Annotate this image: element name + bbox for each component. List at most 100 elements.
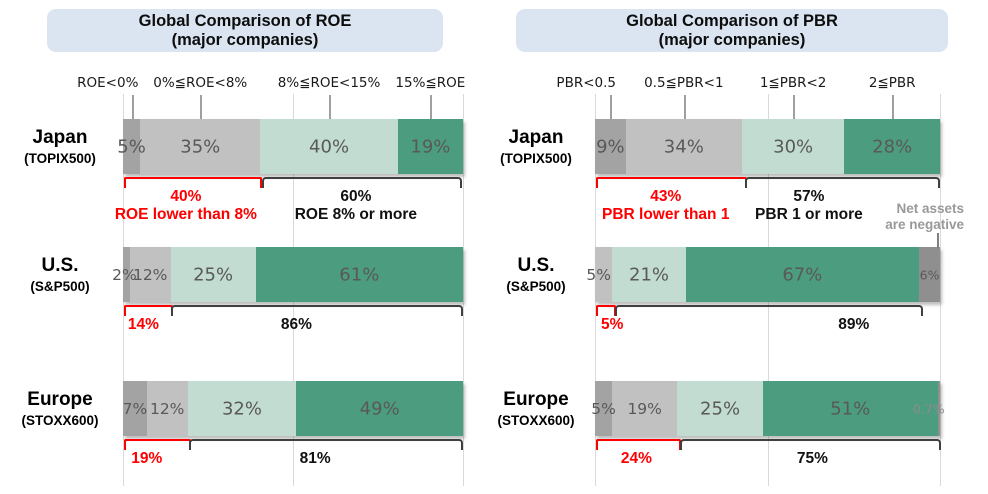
red-group-bracket — [596, 177, 747, 188]
segment-label: 35% — [180, 136, 221, 157]
pbr-chart: Global Comparison of PBR (major companie… — [494, 0, 988, 494]
bar-segment: 35% — [140, 119, 261, 174]
roe-title-line2: (major companies) — [171, 31, 319, 49]
row-label-block: Japan (TOPIX500) — [446, 126, 626, 167]
category-leader-line — [200, 95, 203, 119]
row-label-block: Europe (STOXX600) — [0, 388, 150, 429]
row-label: Japan — [32, 127, 88, 148]
red-group-total: 40% — [170, 188, 202, 205]
bar-segment: 0.7% — [913, 381, 945, 436]
roe-chart-title: Global Comparison of ROE (major companie… — [47, 9, 443, 52]
bar-segment: 34% — [625, 119, 742, 174]
bar-segment: 25% — [677, 381, 763, 436]
roe-chart-body: ROE<0% 0%≦ROE<8% 8%≦ROE<15% 15%≦ROE Japan (TO… — [0, 75, 465, 486]
stacked-bar: 5% 19% 25% 51% 0.7% — [591, 381, 945, 436]
segment-label: 7% — [122, 399, 148, 418]
category-label: ROE<0% — [77, 75, 139, 91]
row-sublabel: (TOPIX500) — [24, 151, 96, 166]
bar-segment: 5% — [591, 381, 616, 436]
segment-label: 9% — [596, 136, 625, 157]
bar-segment: 51% — [762, 381, 938, 436]
bar-segment: 40% — [260, 119, 398, 174]
red-group-bracket — [124, 305, 173, 316]
roe-chart: Global Comparison of ROE (major companie… — [0, 9, 465, 486]
bar-segment: 21% — [612, 247, 686, 302]
note-net-assets: Net assets are negative — [885, 201, 964, 233]
bar-segment: 67% — [685, 247, 920, 302]
bar-segment: 32% — [187, 381, 297, 436]
category-leader-line — [683, 95, 686, 119]
segment-label: 25% — [700, 398, 741, 419]
roe-title-line1: Global Comparison of ROE — [138, 12, 352, 30]
category-label: 1≦PBR<2 — [759, 75, 827, 91]
segment-label: 2% — [112, 265, 137, 284]
segment-label: 12% — [132, 265, 168, 284]
segment-label: 5% — [586, 265, 611, 284]
row-label: Japan — [508, 127, 564, 148]
red-group-bracket — [124, 177, 263, 188]
red-group-bracket — [596, 305, 617, 316]
bar-segment: 12% — [129, 247, 171, 302]
bar-segment: 2% — [112, 247, 137, 302]
segment-label: 32% — [221, 398, 262, 419]
segment-label: 6% — [919, 267, 940, 282]
category-label: 0%≦ROE<8% — [153, 75, 248, 91]
black-group-total: 81% — [299, 450, 331, 467]
black-group-bracket — [615, 305, 924, 316]
black-group-bracket — [189, 439, 463, 450]
category-label: 8%≦ROE<15% — [277, 75, 381, 91]
red-group-total: 24% — [620, 450, 652, 467]
bar-segment: 30% — [741, 119, 845, 174]
stacked-bar: 9% 34% 30% 28% — [595, 119, 940, 174]
bar-segment: 9% — [595, 119, 626, 174]
segment-label: 12% — [149, 399, 185, 418]
black-group-caption: ROE 8% or more — [294, 206, 418, 223]
segment-label: 61% — [339, 264, 380, 285]
row-sublabel: (TOPIX500) — [500, 151, 572, 166]
note-leader-line — [937, 233, 939, 248]
black-group-total: 86% — [280, 316, 312, 333]
row-label: U.S. — [517, 255, 555, 276]
category-leader-line — [610, 95, 613, 119]
black-group-bracket — [679, 439, 941, 450]
note-line1: Net assets — [896, 201, 964, 216]
row-label-block: U.S. (S&P500) — [446, 254, 626, 295]
row-label: Europe — [503, 389, 569, 410]
bar-segment: 5% — [586, 247, 613, 302]
black-group-total: 60% — [340, 188, 372, 205]
black-group-total: 89% — [838, 316, 870, 333]
red-group-caption: PBR lower than 1 — [601, 206, 730, 223]
segment-label: 5% — [117, 136, 146, 157]
row-label-block: Japan (TOPIX500) — [0, 126, 150, 167]
pbr-title-line1: Global Comparison of PBR — [626, 12, 838, 30]
segment-label: 28% — [872, 136, 913, 157]
segment-label: 5% — [591, 399, 616, 418]
bar-segment: 19% — [612, 381, 678, 436]
segment-label: 19% — [627, 399, 662, 418]
category-leader-line — [329, 95, 332, 119]
category-label: 2≦PBR — [868, 75, 916, 91]
bar-segment: 12% — [146, 381, 188, 436]
row-sublabel: (STOXX600) — [497, 413, 575, 428]
segment-label: 25% — [193, 264, 234, 285]
bar-segment: 19% — [397, 119, 463, 174]
red-group-total: 43% — [650, 188, 682, 205]
category-leader-line — [892, 95, 895, 119]
segment-label: 40% — [309, 136, 350, 157]
stacked-bar: 2% 12% 25% 61% — [112, 247, 463, 302]
bar-segment: 7% — [123, 381, 147, 436]
bar-segment: 61% — [255, 247, 463, 302]
row-label-block: Europe (STOXX600) — [446, 388, 626, 429]
segment-label: 67% — [782, 264, 823, 285]
bar-segment: 25% — [170, 247, 256, 302]
row-label: U.S. — [41, 255, 79, 276]
stacked-bar: 5% 35% 40% 19% — [117, 119, 463, 174]
pbr-chart-title: Global Comparison of PBR (major companie… — [516, 9, 948, 52]
black-group-total: 57% — [793, 188, 825, 205]
segment-label: 51% — [830, 398, 871, 419]
row-sublabel: (S&P500) — [30, 279, 90, 294]
segment-label: 19% — [410, 136, 451, 157]
black-group-total: 75% — [796, 450, 828, 467]
segment-label: 34% — [663, 136, 704, 157]
red-group-total: 5% — [601, 316, 624, 333]
